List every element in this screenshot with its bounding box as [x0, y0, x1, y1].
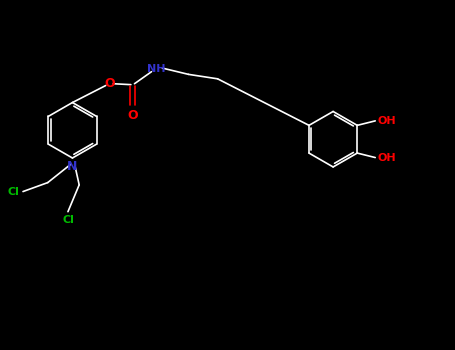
Text: O: O [104, 77, 115, 90]
Text: Cl: Cl [62, 215, 74, 225]
Text: O: O [127, 109, 138, 122]
Text: N: N [67, 160, 78, 173]
Text: NH: NH [147, 64, 165, 74]
Text: OH: OH [378, 116, 397, 126]
Text: OH: OH [378, 153, 397, 162]
Text: Cl: Cl [8, 187, 20, 197]
